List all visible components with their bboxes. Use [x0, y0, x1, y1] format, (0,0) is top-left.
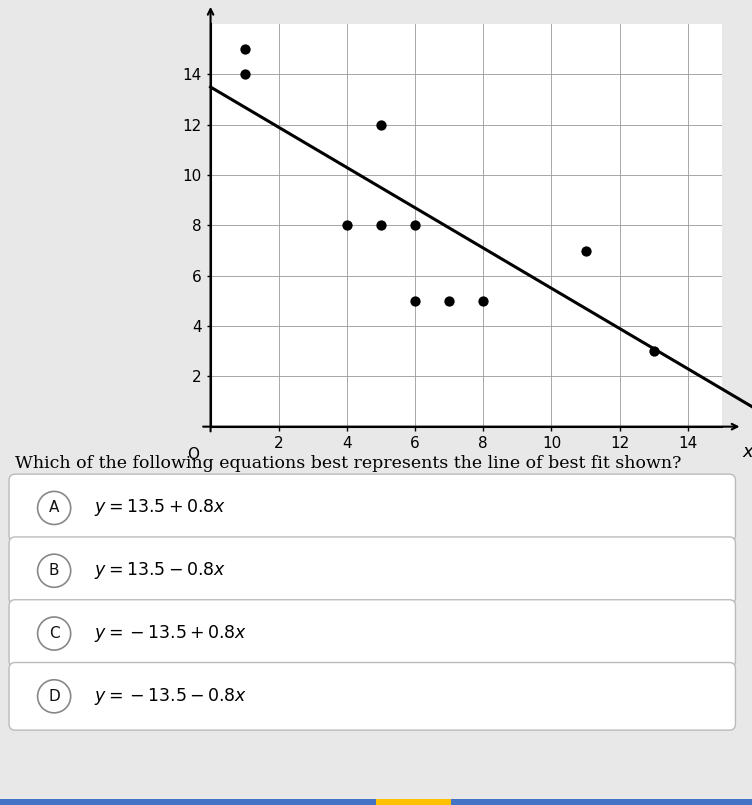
Point [238, 68, 250, 80]
Text: $y = -13.5 - 0.8x$: $y = -13.5 - 0.8x$ [94, 686, 247, 707]
Text: x: x [742, 443, 752, 460]
Text: $y = 13.5 + 0.8x$: $y = 13.5 + 0.8x$ [94, 497, 226, 518]
Bar [301, 799, 376, 805]
Text: $y = -13.5 + 0.8x$: $y = -13.5 + 0.8x$ [94, 623, 247, 644]
Point [409, 295, 421, 308]
Point [238, 43, 250, 56]
Point [478, 295, 490, 308]
Point [409, 219, 421, 232]
Point [647, 345, 660, 357]
Text: D: D [48, 689, 60, 704]
Bar [451, 799, 526, 805]
Point [375, 219, 387, 232]
Bar [75, 799, 150, 805]
Text: B: B [49, 564, 59, 578]
Text: C: C [49, 626, 59, 641]
Bar [226, 799, 301, 805]
Point [580, 244, 592, 257]
Text: A: A [49, 501, 59, 515]
Bar [0, 799, 75, 805]
Point [341, 219, 353, 232]
Text: O: O [187, 447, 199, 462]
Bar [602, 799, 677, 805]
Bar [376, 799, 451, 805]
Point [375, 118, 387, 131]
Text: $y = 13.5 - 0.8x$: $y = 13.5 - 0.8x$ [94, 560, 226, 581]
Bar [150, 799, 226, 805]
Point [443, 295, 455, 308]
Bar [677, 799, 752, 805]
Bar [526, 799, 602, 805]
Text: Which of the following equations best represents the line of best fit shown?: Which of the following equations best re… [15, 455, 681, 472]
